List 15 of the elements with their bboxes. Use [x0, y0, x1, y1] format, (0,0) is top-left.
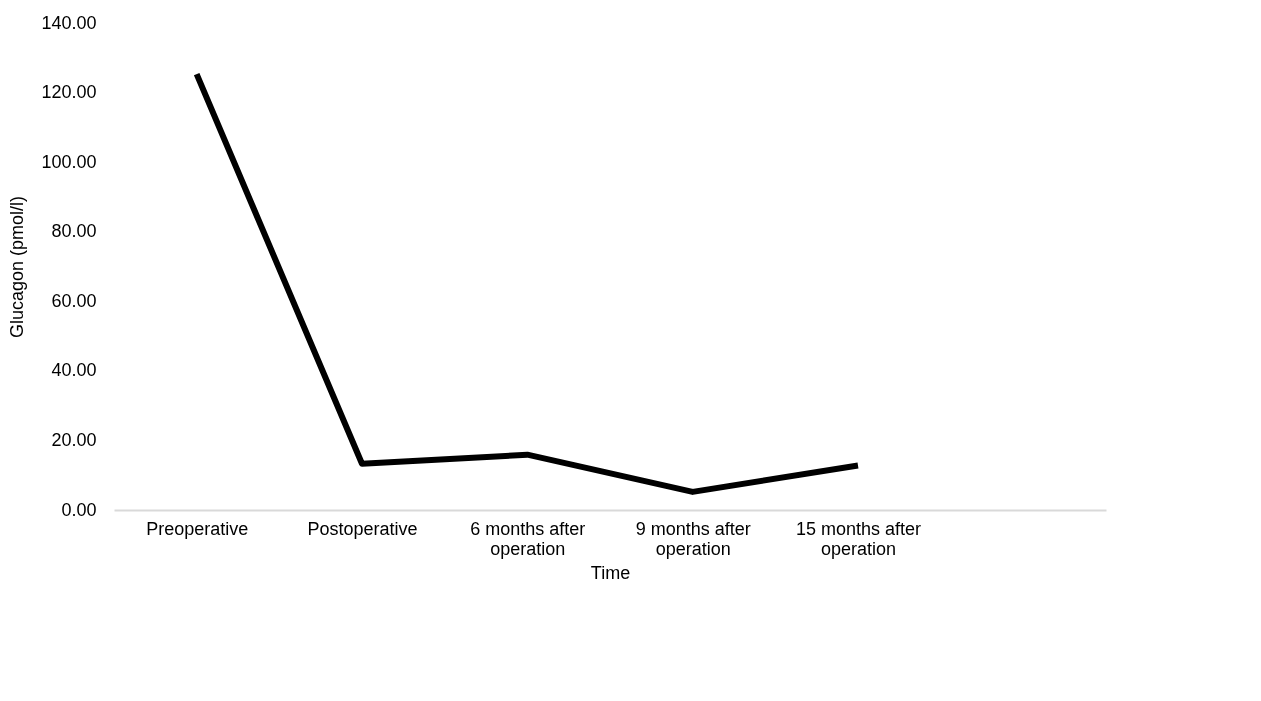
- x-tick-label: 9 months after operation: [635, 518, 751, 559]
- y-axis-title: Glucagon (pmol/l): [7, 195, 28, 339]
- y-tick-label: 140.00: [41, 12, 97, 33]
- y-tick-label: 0.00: [61, 499, 97, 520]
- y-tick-label: 100.00: [41, 151, 97, 172]
- x-tick-label: 6 months after operation: [470, 518, 586, 559]
- y-tick-label: 80.00: [51, 221, 97, 242]
- x-axis-title: Time: [590, 562, 631, 583]
- y-tick-label: 40.00: [51, 360, 97, 381]
- x-tick-label: 15 months after operation: [795, 518, 922, 559]
- y-tick-label: 60.00: [51, 290, 97, 311]
- y-tick-label: 120.00: [41, 82, 97, 103]
- y-tick-label: 20.00: [51, 429, 97, 450]
- x-tick-label: Postoperative: [307, 518, 418, 539]
- x-tick-label: Preoperative: [146, 518, 249, 539]
